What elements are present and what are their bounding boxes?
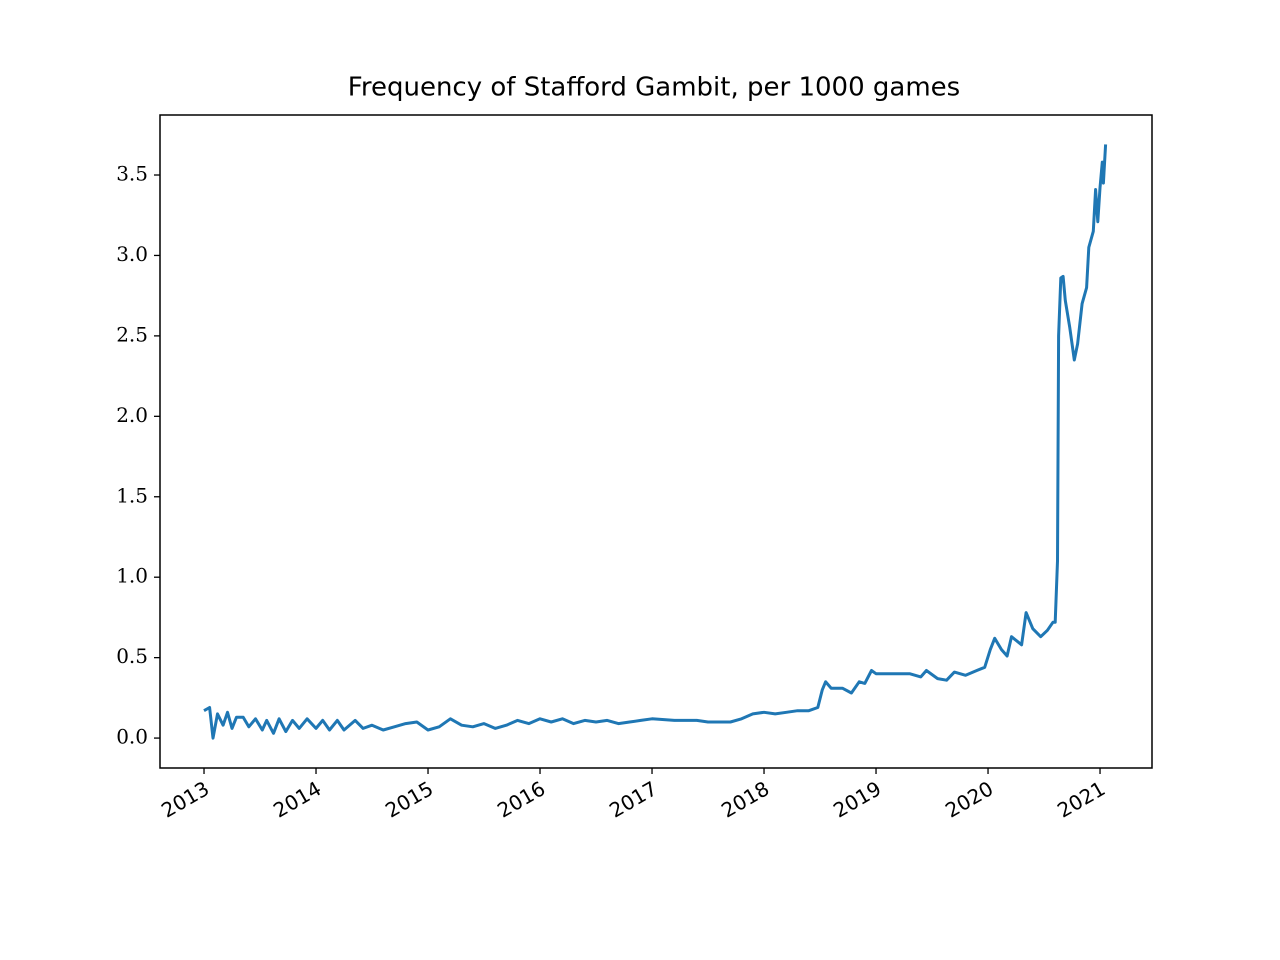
series-line	[203, 144, 1108, 740]
y-tick-label: 3.5	[116, 162, 148, 186]
y-tick-label: 2.0	[116, 403, 148, 427]
chart-title: Frequency of Stafford Gambit, per 1000 g…	[348, 73, 960, 103]
y-tick-label: 0.5	[116, 644, 148, 668]
y-tick-label: 2.5	[116, 322, 148, 346]
plot-frame	[159, 114, 1153, 769]
y-tick-label: 0.0	[116, 725, 148, 749]
y-tick-label: 1.5	[116, 483, 148, 507]
y-tick-label: 1.0	[116, 564, 148, 588]
y-tick-label: 3.0	[116, 242, 148, 266]
